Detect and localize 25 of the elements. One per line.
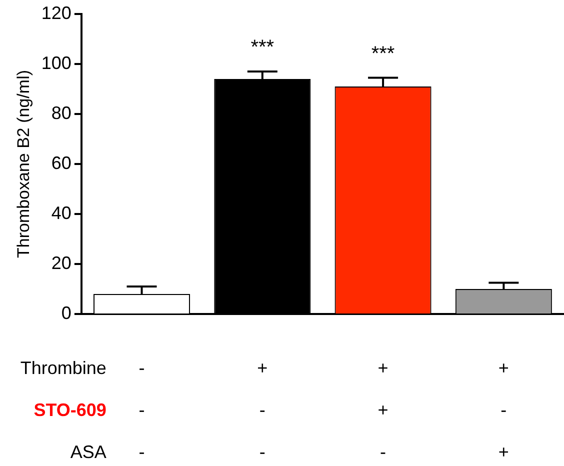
text: -: [138, 442, 145, 462]
text: -: [138, 400, 145, 420]
text: +: [498, 358, 509, 378]
y-tick-label: 100: [41, 52, 72, 73]
y-tick-label: 120: [41, 2, 72, 23]
text: -: [138, 358, 145, 378]
text: +: [498, 442, 509, 462]
y-axis-title: Thromboxane B2 (ng/ml): [14, 70, 33, 258]
y-tick-label: 20: [51, 252, 72, 273]
text: -: [500, 400, 507, 420]
text: +: [378, 358, 388, 378]
text: -: [259, 400, 266, 420]
y-tick-label: 80: [51, 102, 72, 123]
text: STO-609: [34, 400, 106, 420]
data-label: ***: [250, 36, 274, 58]
text: Thrombine: [20, 358, 106, 378]
text: +: [378, 400, 388, 420]
text: -: [380, 442, 386, 462]
y-tick-label: 60: [51, 152, 72, 173]
y-tick-label: 40: [51, 202, 72, 223]
data-label: ***: [371, 42, 395, 65]
text: +: [257, 358, 268, 378]
y-tick-label: 0: [61, 302, 72, 323]
text: -: [259, 442, 266, 462]
text: ASA: [70, 442, 106, 462]
